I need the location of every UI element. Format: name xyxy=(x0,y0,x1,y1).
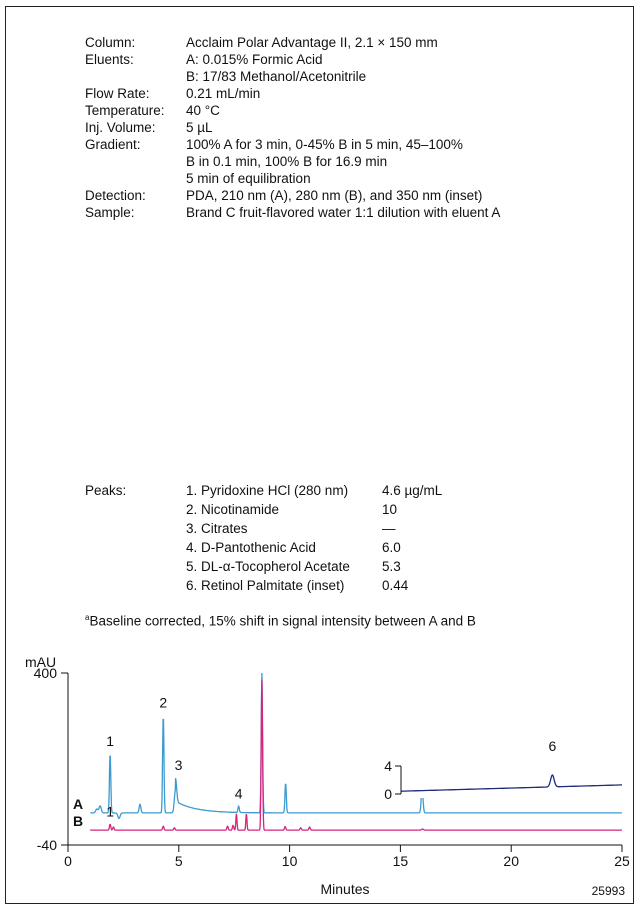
peak-list: 1. Pyridoxine HCl (280 nm) 4.6 µg/mL 2. Ni… xyxy=(186,481,442,595)
series-B-line xyxy=(90,679,622,831)
condition-value: 0.21 mL/min xyxy=(186,86,261,101)
inset-series-line xyxy=(401,774,622,792)
condition-row: 5 min of equilibration xyxy=(85,170,606,187)
condition-row: B in 0.1 min, 100% B for 16.9 min xyxy=(85,153,606,170)
condition-value: Brand C fruit-flavored water 1:1 dilutio… xyxy=(186,205,501,220)
peak-label: 3 xyxy=(175,757,183,773)
peak-name: 3. Citrates xyxy=(186,521,248,536)
conditions-block: Column: Acclaim Polar Advantage II, 2.1 ×… xyxy=(85,34,606,221)
figure-frame xyxy=(5,6,634,904)
condition-value: B in 0.1 min, 100% B for 16.9 min xyxy=(186,154,388,169)
footnote-mark: a xyxy=(85,613,90,622)
peak-name: 4. D-Pantothenic Acid xyxy=(186,540,316,555)
x-tick-label: 5 xyxy=(175,853,183,869)
x-tick-label: 25 xyxy=(614,853,630,869)
condition-value: A: 0.015% Formic Acid xyxy=(186,52,323,67)
peak-name: 5. DL-α-Tocopherol Acetate xyxy=(186,559,350,574)
inset-y-tick-label: 4 xyxy=(384,758,392,774)
inset-background xyxy=(400,764,627,798)
peak-row: 3. Citrates — xyxy=(186,519,442,538)
peak-label: 2 xyxy=(159,695,167,711)
condition-value: 100% A for 3 min, 0-45% B in 5 min, 45–1… xyxy=(186,137,463,152)
condition-value: 40 °C xyxy=(186,103,220,118)
condition-row: Gradient: 100% A for 3 min, 0-45% B in 5 … xyxy=(85,136,606,153)
condition-row: Inj. Volume: 5 µL xyxy=(85,119,606,136)
peak-row: 2. Nicotinamide 10 xyxy=(186,500,442,519)
y-tick-label: -40 xyxy=(37,837,57,853)
peak-amount: 10 xyxy=(382,502,398,517)
condition-value: 5 min of equilibration xyxy=(186,171,311,186)
peak-amount: 5.3 xyxy=(382,559,401,574)
peaks-label: Peaks: xyxy=(85,483,127,498)
inset-peak-label: 6 xyxy=(548,738,556,754)
series-B-label: B xyxy=(73,813,83,829)
peak-amount: 4.6 µg/mL xyxy=(382,483,443,498)
peak-label: 1 xyxy=(106,803,114,819)
condition-label: Sample: xyxy=(85,205,135,220)
x-tick-label: 10 xyxy=(282,853,298,869)
peak-name: 1. Pyridoxine HCl (280 nm) xyxy=(186,483,349,498)
y-axis-label: mAU xyxy=(25,654,56,670)
peak-amount: 0.44 xyxy=(382,578,409,593)
x-axis-label: Minutes xyxy=(320,881,369,897)
peak-label: 1 xyxy=(106,733,114,749)
figure-id: 25993 xyxy=(592,884,626,898)
footnote: aBaseline corrected, 15% shift in signal… xyxy=(85,613,476,629)
condition-label: Inj. Volume: xyxy=(85,120,156,135)
footnote-text: Baseline corrected, 15% shift in signal … xyxy=(89,613,476,629)
peak-amount: 6.0 xyxy=(382,540,401,555)
series-A-line xyxy=(90,672,622,820)
condition-value: Acclaim Polar Advantage II, 2.1 × 150 mm xyxy=(186,35,438,50)
condition-label: Detection: xyxy=(85,188,146,203)
condition-row: Temperature: 40 °C xyxy=(85,102,606,119)
peak-label: 4 xyxy=(235,786,243,802)
condition-label: Temperature: xyxy=(85,103,165,118)
peak-amount: — xyxy=(382,521,396,536)
condition-label: Column: xyxy=(85,35,136,50)
peak-name: 6. Retinol Palmitate (inset) xyxy=(186,578,345,593)
condition-value: 5 µL xyxy=(186,120,213,135)
inset-y-tick-label: 0 xyxy=(384,786,392,802)
condition-value: PDA, 210 nm (A), 280 nm (B), and 350 nm … xyxy=(186,188,483,203)
peak-name: 2. Nicotinamide xyxy=(186,502,280,517)
peak-row: 4. D-Pantothenic Acid 6.0 xyxy=(186,538,442,557)
condition-row: B: 17/83 Methanol/Acetonitrile xyxy=(85,68,606,85)
peak-row: 5. DL-α-Tocopherol Acetate 5.3 xyxy=(186,557,442,576)
condition-value: B: 17/83 Methanol/Acetonitrile xyxy=(186,69,367,84)
condition-label: Eluents: xyxy=(85,52,134,67)
y-tick-label: 400 xyxy=(34,665,58,681)
x-tick-label: 0 xyxy=(64,853,72,869)
peak-row: 6. Retinol Palmitate (inset) 0.44 xyxy=(186,576,442,595)
x-tick-label: 20 xyxy=(503,853,519,869)
condition-row: Detection: PDA, 210 nm (A), 280 nm (B), a… xyxy=(85,187,606,204)
condition-row: Eluents: A: 0.015% Formic Acid xyxy=(85,51,606,68)
series-A-label: A xyxy=(73,796,83,812)
peaks-block: Peaks: 1. Pyridoxine HCl (280 nm) 4.6 µg/… xyxy=(85,481,442,595)
x-tick-label: 15 xyxy=(393,853,409,869)
peak-row: 1. Pyridoxine HCl (280 nm) 4.6 µg/mL xyxy=(186,481,442,500)
condition-row: Sample: Brand C fruit-flavored water 1:1 … xyxy=(85,204,606,221)
condition-row: Column: Acclaim Polar Advantage II, 2.1 ×… xyxy=(85,34,606,51)
condition-row: Flow Rate: 0.21 mL/min xyxy=(85,85,606,102)
condition-label: Flow Rate: xyxy=(85,86,150,101)
condition-label: Gradient: xyxy=(85,137,141,152)
